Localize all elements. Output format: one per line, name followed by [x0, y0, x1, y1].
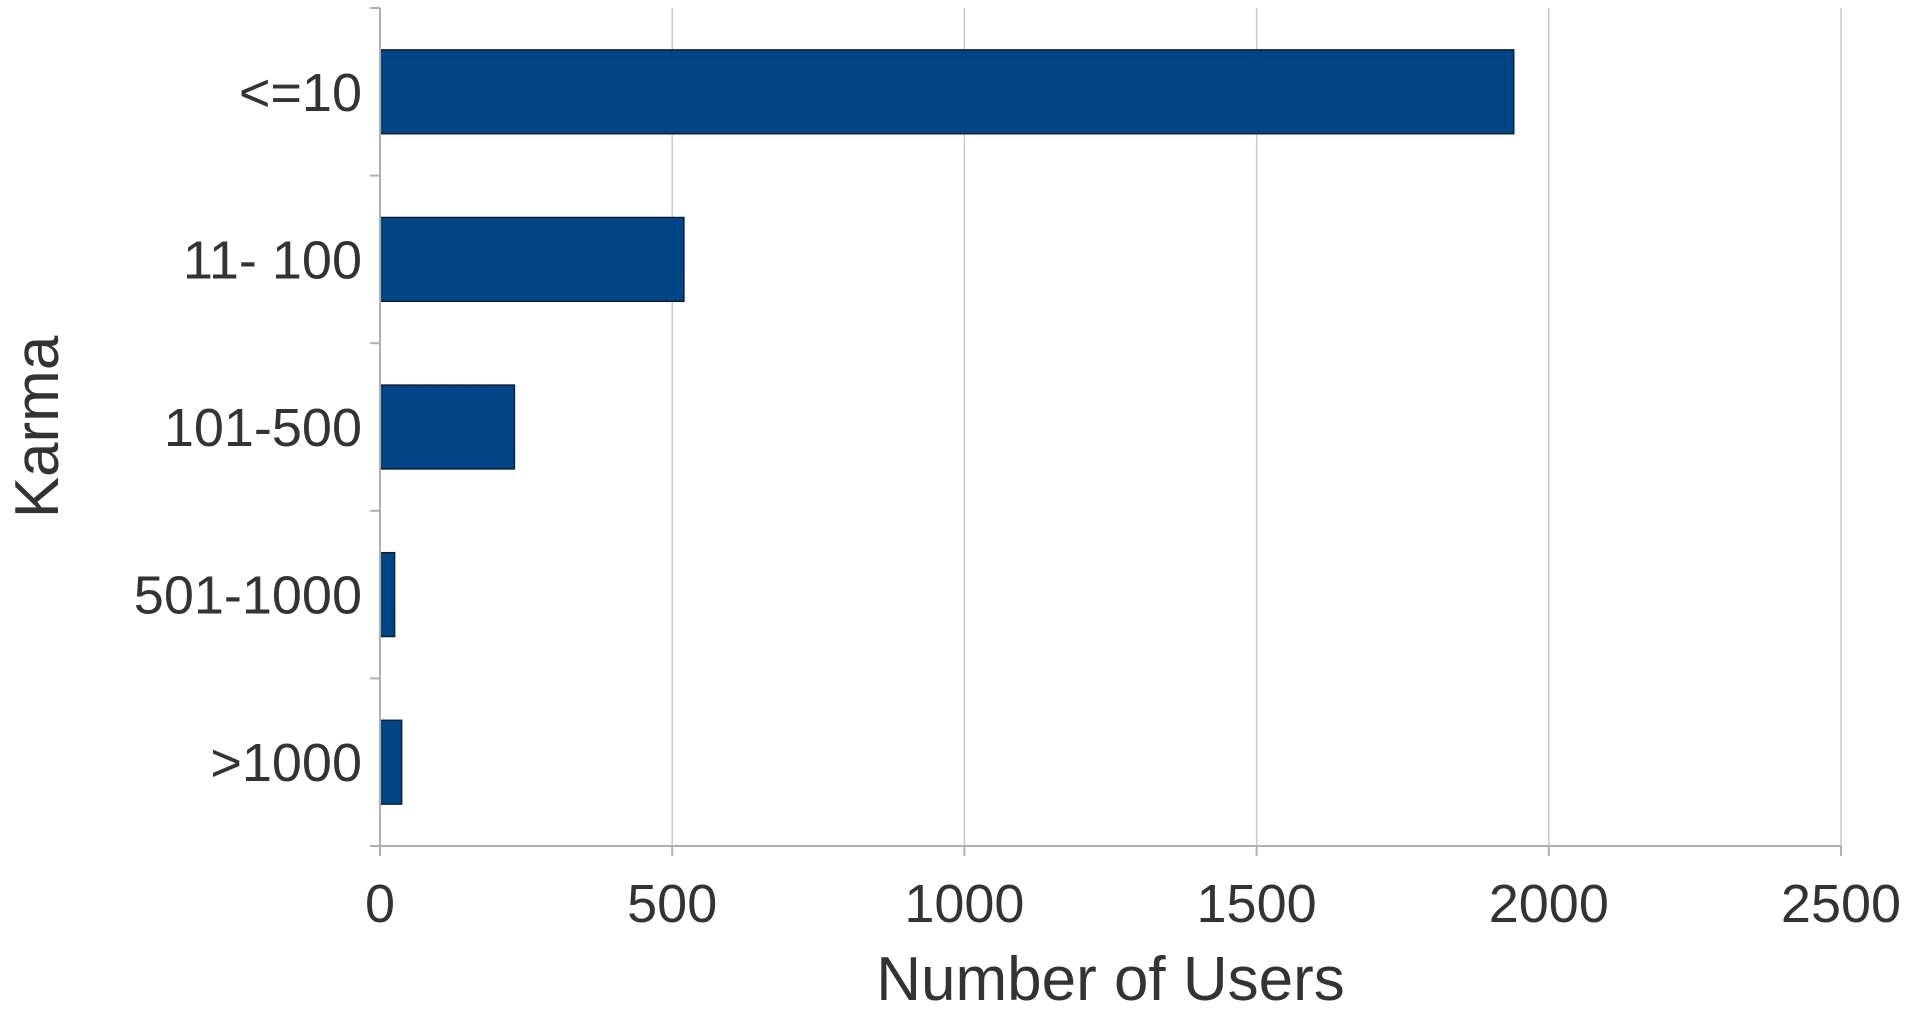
x-tick-label-1500: 1500 — [1197, 874, 1317, 934]
x-tick-label-0: 0 — [365, 874, 395, 934]
tick-labels: 0 500 1000 1500 2000 2500 <=10 11- 100 101-500 50… — [134, 63, 1901, 934]
x-axis-title: Number of Users — [876, 945, 1345, 1013]
x-tick-label-2500: 2500 — [1781, 874, 1901, 934]
y-tick-label-3: 501-1000 — [134, 566, 362, 626]
y-tick-label-2: 101-500 — [164, 398, 362, 458]
x-tick-label-1000: 1000 — [904, 874, 1024, 934]
x-tick-label-500: 500 — [627, 874, 717, 934]
gridlines — [671, 8, 1842, 846]
bar-4 — [379, 719, 403, 805]
y-tick-label-0: <=10 — [239, 63, 362, 123]
bar-0 — [379, 49, 1515, 135]
y-tick-label-4: >1000 — [210, 733, 362, 793]
bar-1 — [379, 216, 685, 303]
y-axis-title: Karma — [3, 335, 72, 518]
x-tick-label-2000: 2000 — [1489, 874, 1609, 934]
bar-2 — [379, 384, 516, 470]
y-tick-label-1: 11- 100 — [183, 230, 362, 290]
bar-3 — [379, 551, 396, 638]
bars — [379, 49, 1515, 805]
axes — [370, 7, 1842, 856]
